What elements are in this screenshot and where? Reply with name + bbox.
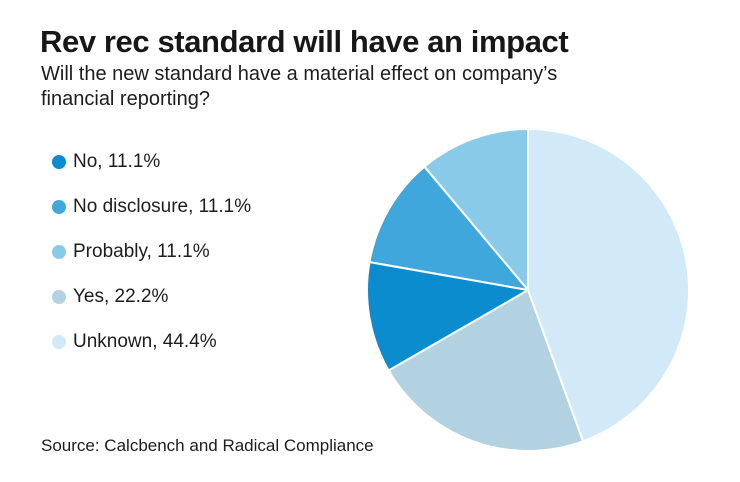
legend-label: Unknown, 44.4% — [73, 331, 217, 352]
pie-slice-unknown — [527, 128, 690, 443]
legend-swatch-icon — [52, 245, 66, 259]
pie-slice-probably — [423, 128, 529, 291]
legend-swatch-icon — [52, 290, 66, 304]
chart-title: Rev rec standard will have an impact — [40, 24, 569, 59]
source-note: Source: Calcbench and Radical Compliance — [41, 436, 374, 455]
legend-item: Probably, 11.1% — [52, 241, 251, 262]
legend-label: No, 11.1% — [73, 151, 161, 172]
legend-item: No, 11.1% — [52, 151, 251, 172]
pie-slice-no — [366, 261, 529, 372]
legend: No, 11.1% No disclosure, 11.1% Probably, 1… — [52, 151, 252, 377]
chart-subtitle: Will the new standard have a material ef… — [41, 62, 557, 112]
legend-label: Yes, 22.2% — [73, 286, 169, 307]
legend-item: Unknown, 44.4% — [52, 331, 251, 352]
legend-swatch-icon — [52, 335, 66, 349]
pie-chart — [366, 128, 690, 452]
chart-subtitle-line2: financial reporting? — [41, 88, 210, 110]
legend-label: Probably, 11.1% — [73, 241, 210, 262]
legend-swatch-icon — [52, 155, 66, 169]
chart-subtitle-line1: Will the new standard have a material ef… — [41, 63, 558, 85]
legend-item: No disclosure, 11.1% — [52, 196, 252, 217]
legend-item: Yes, 22.2% — [52, 286, 251, 307]
pie-slice-yes — [387, 289, 585, 452]
pie-slice-no-disclosure — [368, 165, 529, 291]
legend-swatch-icon — [52, 200, 66, 214]
legend-label: No disclosure, 11.1% — [73, 196, 252, 217]
